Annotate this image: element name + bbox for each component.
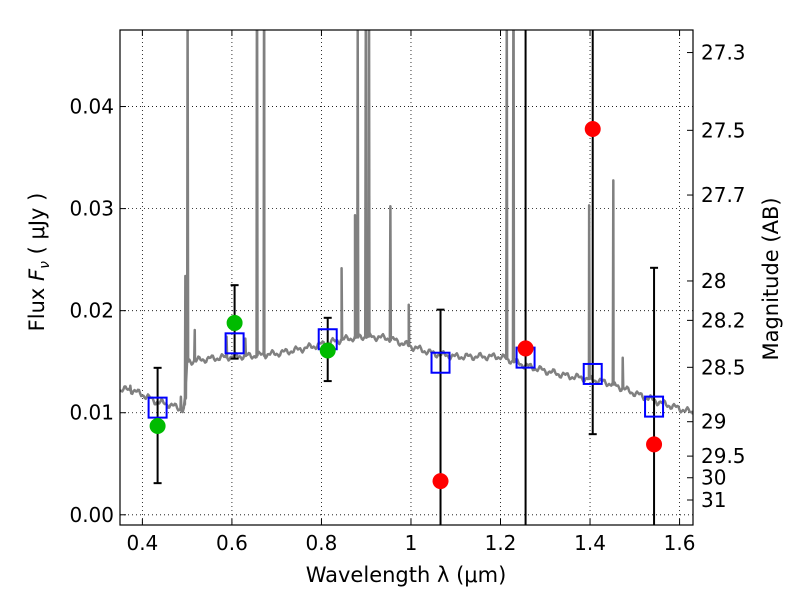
y-tick-label: 0.00 (69, 503, 114, 527)
right-tick-label: 31 (701, 488, 726, 512)
right-axis-label: Magnitude (AB) (759, 197, 783, 360)
right-tick-label: 27.5 (701, 118, 746, 142)
y-tick-label: 0.03 (69, 197, 114, 221)
model-point-box (582, 362, 603, 385)
grid-lines (120, 30, 693, 525)
x-tick-label: 0.6 (216, 531, 248, 555)
plot-frame (119, 29, 694, 526)
x-axis-label: Wavelength λ (μm) (306, 563, 507, 587)
axis-ticks (120, 30, 693, 525)
y-tick-label: 0.04 (69, 95, 114, 119)
model-point-box (224, 332, 245, 355)
y-axis-label: Flux Fν ( μJy ) (25, 193, 53, 332)
model-point-box (147, 396, 168, 419)
y-tick-label: 0.01 (69, 401, 114, 425)
observed-upper-limit-point (432, 473, 449, 490)
right-tick-label: 29 (701, 410, 726, 434)
observed-upper-limit-point (584, 121, 601, 137)
right-tick-label: 27.3 (701, 41, 746, 65)
tick-labels: 0.4 0.6 0.8 1 1.2 1.4 1.6 0.00 0.01 0.02 0.03 0.04 2… (69, 41, 745, 555)
y-axis-label-subscript: ν (37, 261, 53, 269)
observed-photometry-points (149, 121, 663, 490)
observed-detection-point (226, 314, 243, 331)
y-axis-label-main: Flux (25, 281, 49, 331)
y-axis-label-unit: ( μJy ) (25, 193, 49, 261)
observed-detection-point (149, 418, 166, 434)
right-tick-label: 30 (701, 466, 726, 490)
y-tick-label: 0.02 (69, 299, 114, 323)
right-tick-label: 29.5 (701, 444, 746, 468)
x-tick-label: 1.6 (664, 531, 696, 555)
observed-upper-limit-point (646, 436, 663, 453)
x-tick-label: 0.8 (306, 531, 338, 555)
model-point-box (430, 351, 451, 374)
x-tick-label: 1.2 (485, 531, 517, 555)
plot-background (120, 30, 693, 525)
model-point-box (644, 395, 665, 418)
x-tick-label: 0.4 (126, 531, 158, 555)
right-tick-label: 27.7 (701, 183, 746, 207)
y-axis-label-symbol: F (25, 268, 49, 281)
observed-detection-point (319, 342, 336, 359)
right-tick-label: 28.2 (701, 308, 746, 332)
right-tick-label: 28.5 (701, 355, 746, 379)
x-tick-label: 1 (405, 531, 418, 555)
right-tick-label: 28 (701, 269, 726, 293)
observed-upper-limit-point (517, 340, 534, 357)
x-tick-label: 1.4 (574, 531, 606, 555)
